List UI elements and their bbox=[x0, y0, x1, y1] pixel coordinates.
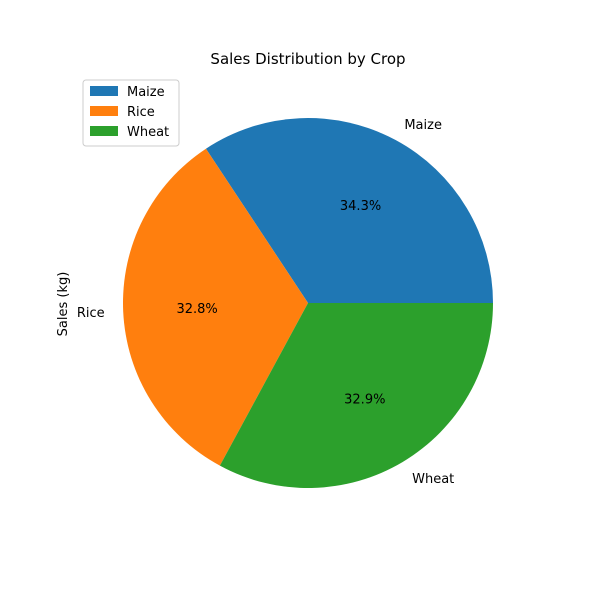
legend-label-wheat: Wheat bbox=[127, 125, 169, 140]
slice-label-rice: Rice bbox=[77, 306, 105, 321]
legend: Maize Rice Wheat bbox=[82, 79, 180, 147]
slice-percent-wheat: 32.9% bbox=[344, 392, 385, 407]
slice-label-maize: Maize bbox=[404, 118, 442, 133]
legend-swatch-maize bbox=[90, 86, 118, 96]
pie-slices bbox=[122, 118, 494, 489]
legend-swatch-rice bbox=[90, 106, 118, 116]
y-axis-label: Sales (kg) bbox=[56, 272, 71, 337]
legend-label-rice: Rice bbox=[127, 105, 155, 120]
pie-slice-wheat bbox=[219, 303, 493, 489]
pie-slice-rice bbox=[122, 148, 308, 466]
chart-title: Sales Distribution by Crop bbox=[210, 50, 405, 68]
pie-slice-maize bbox=[205, 118, 494, 304]
legend-swatch-wheat bbox=[90, 126, 118, 136]
slice-percent-maize: 34.3% bbox=[340, 199, 381, 214]
slice-label-wheat: Wheat bbox=[412, 472, 454, 487]
pie-percent-labels: 34.3% 32.8% 32.9% bbox=[176, 199, 385, 407]
legend-items: Maize Rice Wheat bbox=[90, 85, 169, 140]
slice-percent-rice: 32.8% bbox=[176, 302, 217, 317]
pie-category-labels: Maize Rice Wheat bbox=[77, 118, 454, 487]
legend-label-maize: Maize bbox=[127, 85, 165, 100]
